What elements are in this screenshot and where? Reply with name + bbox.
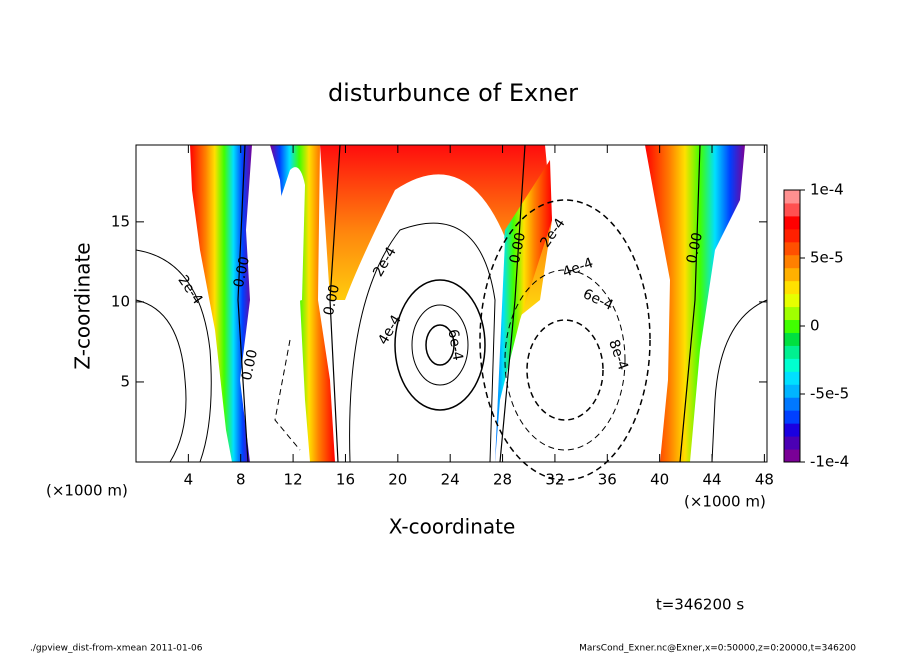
colorbar-segment xyxy=(784,202,800,217)
colorbar-segment xyxy=(784,384,800,398)
shading xyxy=(320,145,552,320)
shading xyxy=(345,180,505,462)
colorbar-segment xyxy=(784,254,800,269)
y-tick-label: 15 xyxy=(111,212,130,230)
contour-label: 6e-4 xyxy=(444,328,465,362)
colorbar-segment xyxy=(784,449,800,463)
x-unit: (×1000 m) xyxy=(46,482,128,500)
contour-label: 0.00 xyxy=(684,231,706,265)
colorbar-segment xyxy=(784,332,800,346)
contour-label: 6e-4 xyxy=(580,286,615,314)
y-tick-label: 10 xyxy=(111,292,130,310)
colorbar-segment xyxy=(784,280,800,295)
colorbar-segment xyxy=(784,423,800,437)
contour-label: 8e-4 xyxy=(605,337,631,372)
plot-area xyxy=(135,144,768,481)
x-tick-label: 16 xyxy=(336,471,355,489)
colorbar-tick-label: -1e-4 xyxy=(810,453,849,471)
colorbar-segment xyxy=(784,358,800,372)
x-tick-label: 36 xyxy=(598,471,617,489)
colorbar-tick-label: -5e-5 xyxy=(810,385,849,403)
chart-title: disturbunce of Exner xyxy=(328,79,578,107)
colorbar-segment xyxy=(784,371,800,385)
colorbar-tick-label: 1e-4 xyxy=(810,181,844,199)
x-axis-label: X-coordinate xyxy=(389,515,516,539)
colorbar-segment xyxy=(784,436,800,450)
colorbar-segment xyxy=(784,345,800,359)
y-tick-label: 5 xyxy=(120,372,130,390)
contour-label: 2e-4 xyxy=(174,273,205,308)
x-tick-label: 24 xyxy=(441,471,460,489)
colorbar-tick-label: 5e-5 xyxy=(810,249,844,267)
y-axis-label: Z-coordinate xyxy=(71,242,95,369)
contours xyxy=(135,144,768,481)
x-tick-label: 12 xyxy=(284,471,303,489)
contour-label: 4e-4 xyxy=(560,255,595,281)
x-tick-label: 32 xyxy=(545,471,564,489)
shading xyxy=(262,167,305,310)
colorbar-tick-label: 0 xyxy=(810,317,820,335)
colorbar-segment xyxy=(784,215,800,230)
shading xyxy=(482,160,552,462)
colorbar-segment xyxy=(784,319,800,333)
x-unit: (×1000 m) xyxy=(684,493,766,511)
contour-label: 0.00 xyxy=(507,231,529,265)
colorbar-segment xyxy=(784,293,800,308)
colorbar-segment xyxy=(784,190,800,204)
colorbar-segment xyxy=(784,410,800,424)
x-tick-label: 40 xyxy=(650,471,669,489)
x-tick-label: 28 xyxy=(493,471,512,489)
x-tick-label: 44 xyxy=(702,471,721,489)
footer: ./gpview_dist-from-xmean 2011-01-06 xyxy=(30,644,203,654)
colorbar-segment xyxy=(784,241,800,256)
contour-label: 0.00 xyxy=(239,348,261,382)
colorbar-segment xyxy=(784,228,800,243)
shading xyxy=(190,145,252,462)
contour-label: 0.00 xyxy=(321,283,343,317)
x-tick-label: 48 xyxy=(755,471,774,489)
time-label: t=346200 s xyxy=(656,596,744,614)
x-tick-label: 4 xyxy=(184,471,194,489)
plot-frame xyxy=(135,144,768,463)
x-tick-label: 20 xyxy=(388,471,407,489)
x-tick-label: 8 xyxy=(236,471,246,489)
contour-label: 0.00 xyxy=(231,255,253,289)
footer: MarsCond_Exner.nc@Exner,x=0:50000,z=0:20… xyxy=(579,644,856,654)
colorbar-segment xyxy=(784,397,800,411)
colorbar-segment xyxy=(784,267,800,282)
colorbar-segment xyxy=(784,306,800,321)
